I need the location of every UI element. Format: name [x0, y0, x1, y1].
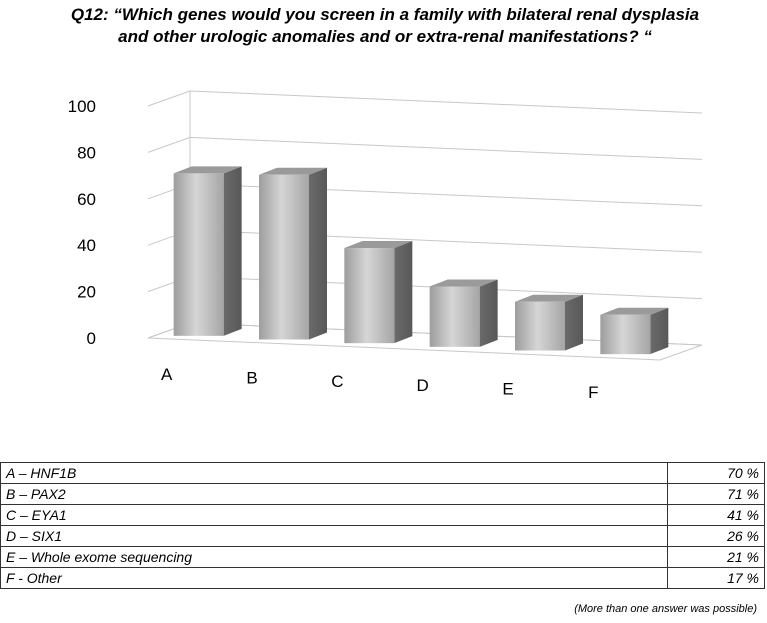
- answer-percent: 71 %: [667, 483, 765, 505]
- table-row: D – SIX1 26 %: [0, 525, 765, 547]
- table-row: B – PAX2 71 %: [0, 483, 765, 505]
- bar-C: [344, 241, 413, 344]
- bar-front: [259, 174, 309, 340]
- bar-front: [173, 173, 224, 336]
- table-row: F - Other 17 %: [0, 567, 765, 589]
- bar-E: [515, 294, 583, 351]
- x-tick-label: F: [588, 383, 598, 402]
- bar-top: [515, 294, 583, 302]
- table-row: A – HNF1B 70 %: [0, 462, 765, 484]
- answer-label: E – Whole exome sequencing: [0, 546, 668, 568]
- answer-label: B – PAX2: [0, 483, 668, 505]
- table-row: E – Whole exome sequencing 21 %: [0, 546, 765, 568]
- x-axis-ticks: A B C D E F: [161, 365, 599, 402]
- answer-percent: 41 %: [667, 504, 765, 526]
- bar-A: [173, 166, 242, 336]
- answer-percent: 70 %: [667, 462, 765, 484]
- bar-chart: 0 20 40 60 80 100 A B C D E F: [68, 90, 703, 402]
- bar-side: [565, 294, 583, 351]
- answer-label: F - Other: [0, 567, 668, 589]
- bar-top: [429, 279, 498, 287]
- bar-front: [344, 248, 395, 344]
- bar-top: [600, 307, 669, 315]
- x-tick-label: C: [331, 372, 343, 391]
- y-axis-ticks: 0 20 40 60 80 100: [68, 97, 96, 348]
- answer-label: D – SIX1: [0, 525, 668, 547]
- bar-front: [429, 286, 480, 347]
- bar-side: [394, 241, 413, 344]
- y-tick-label: 100: [68, 97, 96, 116]
- x-tick-label: D: [417, 376, 429, 395]
- footnote: (More than one answer was possible): [574, 603, 757, 615]
- y-tick-label: 20: [77, 283, 96, 302]
- table-row: C – EYA1 41 %: [0, 504, 765, 526]
- y-tick-label: 40: [77, 236, 96, 255]
- bar-D: [429, 279, 498, 347]
- y-tick-label: 60: [77, 190, 96, 209]
- y-tick-label: 80: [77, 143, 96, 162]
- bar-top: [173, 166, 242, 174]
- bar-side: [223, 166, 242, 336]
- answer-percent: 26 %: [667, 525, 765, 547]
- answer-percent: 17 %: [667, 567, 765, 589]
- gridline: [147, 136, 703, 160]
- chart-title: Q12: “Which genes would you screen in a …: [70, 5, 700, 46]
- answer-percent: 21 %: [667, 546, 765, 568]
- bar-side: [309, 167, 327, 340]
- bar-side: [650, 307, 669, 355]
- answer-label: A – HNF1B: [0, 462, 668, 484]
- x-tick-label: E: [502, 380, 513, 399]
- bars-layer: [173, 166, 669, 355]
- answer-table: A – HNF1B 70 % B – PAX2 71 % C – EYA1 41 % D –…: [0, 462, 765, 589]
- bar-front: [515, 301, 565, 351]
- bar-top: [259, 167, 327, 175]
- x-tick-label: B: [246, 369, 257, 388]
- y-tick-label: 0: [87, 329, 96, 348]
- bar-side: [479, 279, 498, 347]
- bar-B: [259, 167, 327, 340]
- gridline: [147, 90, 703, 114]
- x-tick-label: A: [161, 365, 173, 384]
- bar-front: [600, 314, 651, 355]
- bar-F: [600, 307, 669, 355]
- answer-label: C – EYA1: [0, 504, 668, 526]
- bar-top: [344, 241, 413, 249]
